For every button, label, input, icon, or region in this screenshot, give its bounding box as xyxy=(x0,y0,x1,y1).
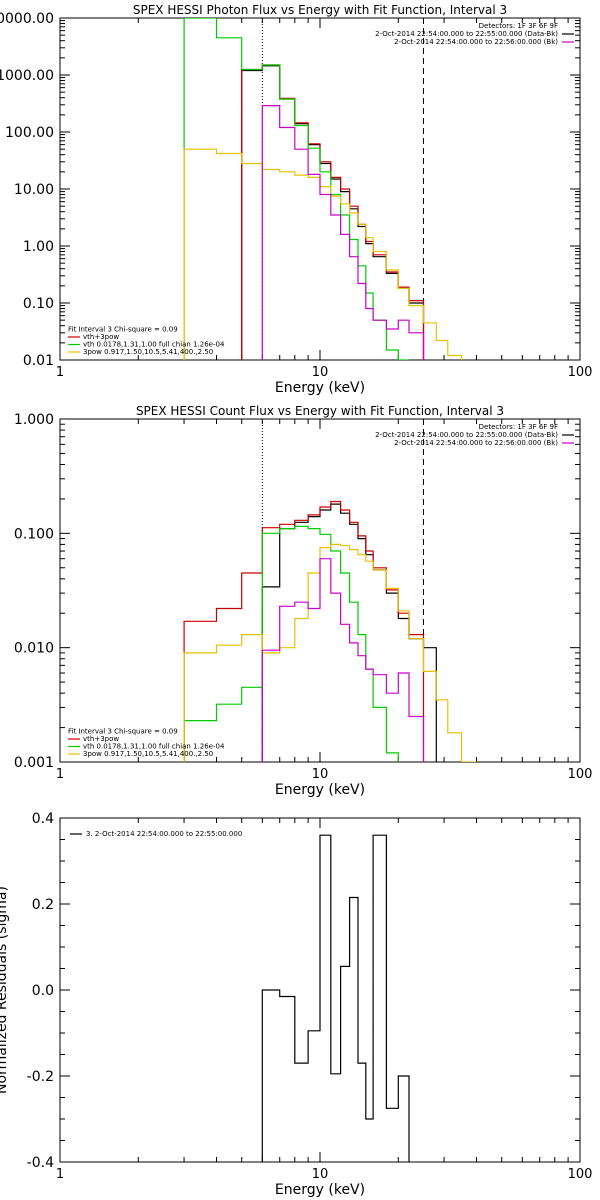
y-tick-label: 0.10 xyxy=(23,296,54,312)
y-tick-label: 0.001 xyxy=(14,755,54,771)
series-line-0 xyxy=(261,503,437,762)
x-tick-label: 10 xyxy=(312,767,329,782)
x-axis-label: Energy (keV) xyxy=(275,1182,365,1198)
photon-flux-panel: SPEX HESSI Photon Flux vs Energy with Fi… xyxy=(0,3,592,396)
series-line-0 xyxy=(241,65,425,360)
x-tick-label: 10 xyxy=(312,365,329,380)
legend-entry: Fit Interval 3 Chi-square = 0.09 xyxy=(68,326,178,334)
legend-entry: 3pow 0.917,1.50,10.5,5.41,400.,2.50 xyxy=(83,750,213,758)
series-group xyxy=(183,18,463,360)
series-vth xyxy=(183,18,409,360)
series-group xyxy=(183,500,477,762)
legend-entry: 2-Oct-2014 22:54:00.000 to 22:55:00.000 … xyxy=(375,431,558,439)
legend-entry: Detectors: 1F 3F 6F 9F xyxy=(479,423,558,431)
y-tick-label: 1.000 xyxy=(14,412,54,428)
y-tick-label: 0.01 xyxy=(23,353,54,369)
y-tick-label: 0000.00 xyxy=(0,11,54,27)
series-line-4 xyxy=(261,558,425,762)
residuals-panel: 1 10 100 Energy (keV) -0.4 -0.2 0.0 0.2 0.4 Norma… xyxy=(0,811,592,1198)
legend-entry: 3. 2-Oct-2014 22:54:00.000 to 22:55:00.0… xyxy=(86,830,242,838)
legend-entry: 2-Oct-2014 22:54:00.000 to 22:56:00.000 … xyxy=(394,38,558,46)
x-tick-label: 10 xyxy=(312,1167,329,1182)
legend-entry: Detectors: 1F 3F 6F 9F xyxy=(479,22,558,30)
legend-entry: 3pow 0.917,1.50,10.5,5.41,400.,2.50 xyxy=(83,348,213,356)
legend-entry: 2-Oct-2014 22:54:00.000 to 22:56:00.000 … xyxy=(394,439,558,447)
y-tick-label: 1.00 xyxy=(23,239,54,255)
legend-entry: vth 0.0178,1.31,1.00 full chian 1.26e-04 xyxy=(83,341,225,349)
y-tick-label: 0.010 xyxy=(14,641,54,657)
y-tick-label: 0.100 xyxy=(14,526,54,542)
legend-entry: vth+3pow xyxy=(83,735,119,743)
series-group xyxy=(261,834,410,1162)
x-tick-label: 1 xyxy=(56,365,64,380)
count-flux-panel: SPEX HESSI Count Flux vs Energy with Fit… xyxy=(14,404,593,798)
y-tick-label: 0.2 xyxy=(32,897,54,913)
y-axis-label: Normalized Residuals (sigma) xyxy=(0,886,10,1094)
x-tick-label: 1 xyxy=(56,767,64,782)
series-line-4 xyxy=(261,105,425,360)
series-vth-3pow xyxy=(241,64,425,360)
y-tick-label: -0.4 xyxy=(27,1155,54,1171)
series-vth-3pow xyxy=(183,500,425,762)
legend-entry: Fit Interval 3 Chi-square = 0.09 xyxy=(68,728,178,736)
y-tick-label: 10.00 xyxy=(14,182,54,198)
x-tick-label: 100 xyxy=(568,1167,593,1182)
legend-entry: 2-Oct-2014 22:54:00.000 to 22:55:00.000 … xyxy=(375,30,558,38)
series-3pow xyxy=(183,148,463,360)
x-tick-label: 100 xyxy=(568,767,593,782)
series-line-0 xyxy=(261,834,410,1162)
x-axis-label: Energy (keV) xyxy=(275,782,365,798)
y-tick-label: 0.0 xyxy=(32,983,54,999)
y-tick-label: -0.2 xyxy=(27,1069,54,1085)
x-tick-label: 1 xyxy=(56,1167,64,1182)
x-axis-label: Energy (keV) xyxy=(275,380,365,396)
chart-title: SPEX HESSI Photon Flux vs Energy with Fi… xyxy=(133,3,507,17)
legend-entry: vth 0.0178,1.31,1.00 full chian 1.26e-04 xyxy=(83,743,225,751)
y-tick-label: 1000.00 xyxy=(0,68,54,84)
chart-title: SPEX HESSI Count Flux vs Energy with Fit… xyxy=(136,404,504,418)
x-tick-label: 100 xyxy=(568,365,593,380)
y-tick-label: 100.00 xyxy=(5,125,54,141)
legend-entry: vth+3pow xyxy=(83,333,119,341)
y-tick-label: 0.4 xyxy=(32,811,54,827)
